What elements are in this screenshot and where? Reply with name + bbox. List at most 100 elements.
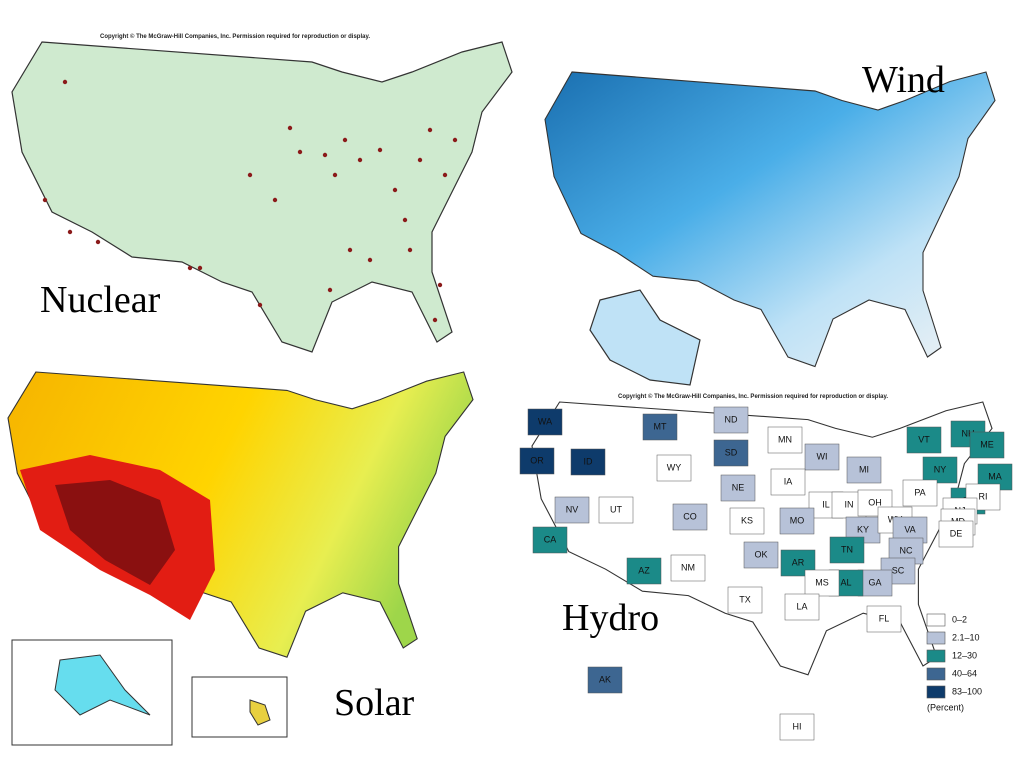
state-fill	[779, 713, 815, 741]
state-fill	[729, 507, 765, 535]
state-label: OH	[868, 497, 882, 507]
state-fill	[804, 569, 840, 597]
state-label: UT	[610, 504, 622, 514]
state-label: IN	[845, 499, 854, 509]
state-label: HI	[793, 721, 802, 731]
state-fill	[938, 520, 974, 548]
state-label: TX	[739, 594, 751, 604]
state-label: WY	[667, 462, 682, 472]
legend-label: 12–30	[952, 650, 977, 660]
state-fill	[598, 496, 634, 524]
state-label: KY	[857, 524, 869, 534]
state-fill	[784, 593, 820, 621]
state-fill	[804, 443, 840, 471]
state-fill	[713, 439, 749, 467]
alaska	[589, 289, 701, 386]
state-label: OK	[754, 549, 767, 559]
state-fill	[532, 526, 568, 554]
state-label: ND	[725, 414, 738, 424]
legend-label: 40–64	[952, 668, 977, 678]
state-label: WA	[538, 416, 552, 426]
legend-swatch	[926, 613, 946, 627]
state-fill	[906, 426, 942, 454]
state-label: MO	[790, 515, 805, 525]
state-label: SD	[725, 447, 738, 457]
state-label: CA	[544, 534, 557, 544]
state-label: SC	[892, 565, 905, 575]
map-label: Hydro	[562, 597, 659, 639]
state-fill	[672, 503, 708, 531]
state-label: IA	[784, 476, 793, 486]
state-fill	[969, 431, 1005, 459]
state-label: NH	[962, 428, 975, 438]
legend-label: 0–2	[952, 614, 967, 624]
state-label: TN	[841, 544, 853, 554]
state-fill	[554, 496, 590, 524]
state-label: NV	[566, 504, 579, 514]
state-fill	[519, 447, 555, 475]
state-fill	[767, 426, 803, 454]
legend-swatch	[926, 631, 946, 645]
map-label: Nuclear	[40, 279, 161, 321]
legend-swatch	[926, 685, 946, 699]
state-fill	[587, 666, 623, 694]
state-fill	[866, 605, 902, 633]
state-label: LA	[796, 601, 807, 611]
legend-swatch	[926, 649, 946, 663]
solar-max	[55, 480, 175, 585]
plant-dots	[42, 79, 458, 323]
state-fill	[656, 454, 692, 482]
alaska	[54, 654, 151, 716]
legend-label: 83–100	[952, 686, 982, 696]
state-label: AK	[599, 674, 611, 684]
state-label: NC	[900, 545, 913, 555]
legend-swatch	[926, 667, 946, 681]
state-label: NE	[732, 482, 745, 492]
state-label: WI	[817, 451, 828, 461]
state-fill	[727, 586, 763, 614]
state-label: DE	[950, 528, 963, 538]
state-label: AZ	[638, 565, 650, 575]
state-label: AL	[840, 577, 851, 587]
state-fill	[902, 479, 938, 507]
state-label: NY	[934, 464, 947, 474]
state-label: VT	[918, 434, 930, 444]
hawaii-inset	[191, 676, 288, 738]
state-fill	[779, 507, 815, 535]
state-label: RI	[979, 491, 988, 501]
state-fill	[846, 456, 882, 484]
wind-map: Wind	[544, 59, 996, 386]
legend-label: 2.1–10	[952, 632, 980, 642]
map-label: Solar	[334, 682, 415, 724]
nuclear-map: Copyright © The McGraw-Hill Companies, I…	[11, 33, 513, 353]
state-fill	[720, 474, 756, 502]
state-label: FL	[879, 613, 890, 623]
state-label: GA	[868, 577, 881, 587]
state-fill	[743, 541, 779, 569]
state-label: MS	[815, 577, 829, 587]
state-fill	[713, 406, 749, 434]
state-label: ME	[980, 439, 994, 449]
state-fill	[642, 413, 678, 441]
state-fill	[670, 554, 706, 582]
state-label: NM	[681, 562, 695, 572]
state-label: MN	[778, 434, 792, 444]
state-fill	[922, 456, 958, 484]
state-label: IL	[822, 499, 830, 509]
state-label: AR	[792, 557, 805, 567]
state-label: MT	[654, 421, 667, 431]
hydro-map: Copyright © The McGraw-Hill Companies, I…	[519, 393, 1013, 741]
copyright: Copyright © The McGraw-Hill Companies, I…	[618, 393, 888, 400]
state-label: MA	[988, 471, 1002, 481]
state-fill	[570, 448, 606, 476]
state-fill	[626, 557, 662, 585]
hawaii	[249, 699, 271, 726]
state-label: KS	[741, 515, 753, 525]
state-fill	[857, 569, 893, 597]
legend-unit: (Percent)	[927, 702, 964, 712]
state-label: PA	[914, 487, 925, 497]
state-label: OR	[530, 455, 544, 465]
state-fill	[829, 536, 865, 564]
state-fill	[770, 468, 806, 496]
